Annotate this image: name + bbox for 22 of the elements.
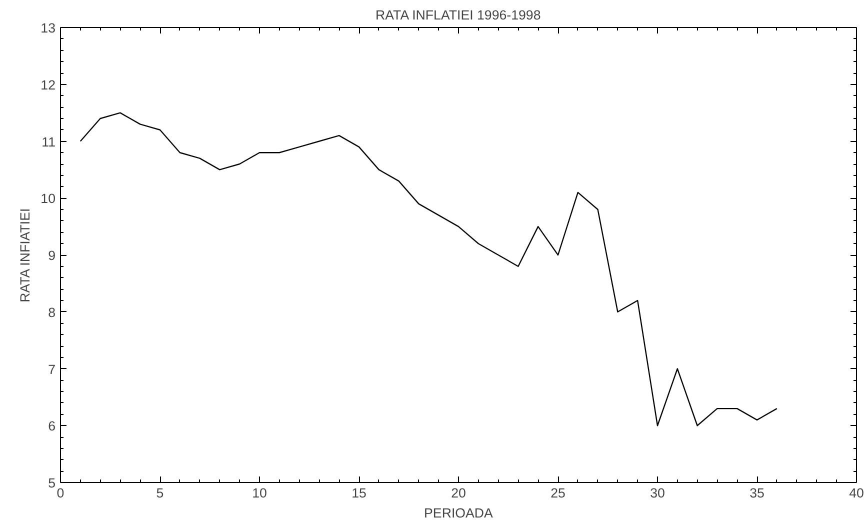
y-tick-label: 7: [48, 362, 56, 377]
y-tick-label: 5: [48, 476, 56, 490]
x-axis-title: PERIOADA: [424, 506, 494, 520]
x-tick-label: 30: [650, 486, 665, 500]
y-axis-title: RATA INFIATIEI: [18, 208, 33, 302]
x-tick-label: 40: [849, 486, 864, 500]
y-tick-label: 11: [42, 134, 56, 150]
y-tick-label: 6: [48, 418, 56, 434]
y-tick-label: 8: [48, 304, 56, 320]
x-tick-label: 35: [750, 486, 764, 500]
y-tick-label: 10: [40, 191, 56, 206]
x-tick-label: 0: [56, 486, 64, 500]
x-tick-label: 25: [550, 486, 566, 500]
x-tick-label: 10: [252, 486, 267, 500]
y-tick-label: 9: [48, 248, 56, 263]
x-tick-label: 15: [352, 486, 366, 500]
y-tick-label: 13: [40, 20, 56, 36]
chart-title: RATA INFLATIEI 1996-1998: [376, 8, 541, 22]
line-series: [80, 112, 778, 426]
x-tick-label: 20: [451, 486, 466, 500]
x-tick-label: 5: [156, 486, 164, 500]
y-tick-label: 12: [40, 77, 56, 92]
